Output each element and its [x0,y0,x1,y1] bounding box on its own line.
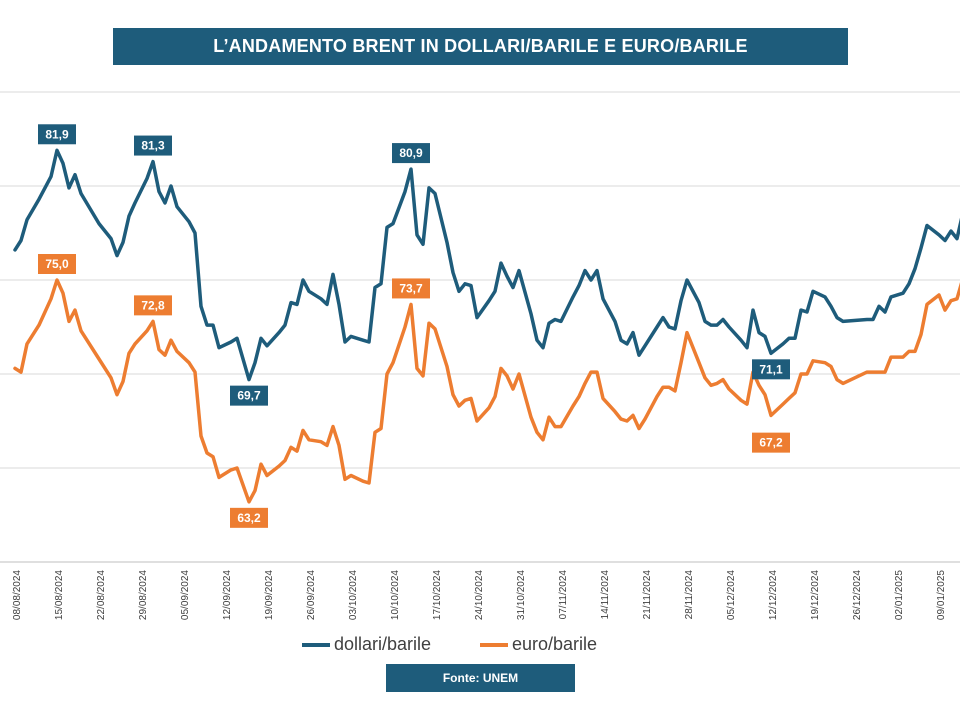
data-label-box [752,359,790,380]
data-label-box [230,507,268,528]
data-label-box [38,254,76,274]
data-label: 81,3 [134,135,172,156]
series-line-usd [13,148,960,382]
x-axis-tick-labels: 08/08/2024 15/08/2024 22/08/2024 29/08/2024… [12,570,947,620]
legend-item-usd: dollari/barile [302,634,431,655]
data-label-box [230,385,268,406]
data-label: 63,2 [230,507,268,528]
x-tick-label: 12/12/2024 [768,570,779,620]
data-label-text: 69,7 [237,389,261,403]
x-tick-label: 12/09/2024 [222,570,233,620]
gridlines [0,91,960,563]
data-label: 80,9 [392,143,430,164]
x-tick-label: 14/11/2024 [600,570,611,620]
data-labels: 81,9 81,3 69,7 80,9 71,1 75,0 72,8 63,2 73,7 67,2 [38,124,790,528]
data-label-box [134,295,172,316]
data-label: 71,1 [752,359,790,380]
x-tick-label: 29/08/2024 [138,570,149,620]
x-tick-label: 07/11/2024 [558,570,569,620]
legend-item-eur: euro/barile [480,634,597,655]
x-tick-label: 05/09/2024 [180,570,191,620]
data-label-text: 71,1 [759,362,783,376]
data-label-box [392,278,430,299]
data-label: 72,8 [134,295,172,316]
source-note: Fonte: UNEM [386,664,575,692]
x-tick-label: 19/09/2024 [264,570,275,620]
x-tick-label: 08/08/2024 [12,570,23,620]
data-label-text: 63,2 [237,511,261,525]
x-tick-label: 03/10/2024 [348,570,359,620]
legend-label-usd: dollari/barile [334,634,432,654]
data-label-text: 81,3 [141,139,165,153]
x-tick-label: 22/08/2024 [96,570,107,620]
x-tick-label: 26/12/2024 [852,570,863,620]
data-label-box [752,432,790,453]
legend: dollari/barile euro/barile [0,634,960,660]
data-label-text: 73,7 [399,281,423,295]
legend-swatch-eur [480,642,508,647]
series-line-eur [13,278,960,504]
x-tick-label: 26/09/2024 [306,570,317,620]
data-label-box [134,135,172,156]
x-tick-label: 24/10/2024 [474,570,485,620]
data-label: 81,9 [38,124,76,145]
x-tick-label: 21/11/2024 [642,570,653,620]
data-label-box [392,143,430,164]
x-tick-label: 10/10/2024 [390,570,401,620]
data-label-box [38,124,76,145]
chart-title: L’ANDAMENTO BRENT IN DOLLARI/BARILE E EU… [113,28,848,65]
x-tick-label: 19/12/2024 [810,570,821,620]
legend-label-eur: euro/barile [512,634,598,654]
legend-swatch-usd [302,642,330,647]
x-tick-label: 02/01/2025 [894,570,905,620]
x-tick-label: 15/08/2024 [54,570,65,620]
data-label: 73,7 [392,278,430,299]
data-label-text: 75,0 [45,257,69,271]
data-label-text: 80,9 [399,146,423,160]
data-label: 67,2 [752,432,790,453]
data-label: 69,7 [230,385,268,406]
x-tick-label: 31/10/2024 [516,570,527,620]
x-tick-label: 09/01/2025 [936,570,947,620]
x-tick-label: 05/12/2024 [726,570,737,620]
data-label: 75,0 [38,254,76,274]
series-lines [13,148,960,504]
x-tick-label: 17/10/2024 [432,570,443,620]
data-label-text: 72,8 [141,298,165,312]
x-tick-label: 28/11/2024 [684,570,695,620]
data-label-text: 67,2 [759,436,783,450]
data-label-text: 81,9 [45,127,69,141]
